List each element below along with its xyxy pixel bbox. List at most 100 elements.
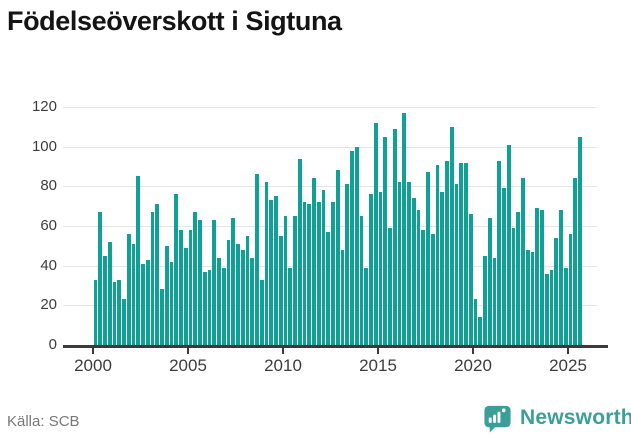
bar-2006q2 [212,220,217,345]
bar-2018q1 [435,164,440,345]
bar-2008q3 [255,174,259,345]
bar-2017q1 [416,210,421,345]
bar-2000q4 [107,241,112,345]
bar-2025q1 [568,233,573,345]
bar-2009q2 [269,200,274,345]
bar-2010q4 [297,158,302,345]
bar-2016q3 [407,182,411,345]
bar-2019q4 [468,214,473,345]
bar-2024q2 [554,237,559,345]
bar-2012q3 [331,202,335,345]
bar-2005q4 [202,271,207,345]
gridline-y-80 [63,186,597,188]
bar-2019q3 [464,162,468,345]
bar-2015q4 [392,128,397,345]
bar-2000q1 [93,279,98,345]
gridline-y-60 [63,226,597,227]
bar-2022q2 [516,212,521,345]
x-axis-label-2000: 2000 [74,356,112,375]
bar-2006q3 [217,257,221,345]
y-axis-tick-label: 0 [48,336,57,353]
bar-2001q1 [112,281,117,345]
bar-2024q3 [559,210,563,345]
bar-2021q3 [502,188,506,345]
bar-2008q1 [245,235,250,345]
gridline-y-100 [63,146,597,148]
x-axis-label-2020: 2020 [454,356,492,375]
bar-2003q2 [155,204,160,345]
y-axis-tick-label: 40 [40,256,57,274]
newsworthy-logo-link[interactable]: Newsworthy [482,402,631,434]
bar-2005q1 [188,229,193,345]
bar-2020q4 [487,218,492,345]
bar-2011q3 [312,178,316,345]
bar-2014q1 [359,216,364,345]
bar-2022q4 [525,249,530,345]
bar-2021q1 [492,257,497,345]
bar-2015q3 [388,227,392,345]
bar-2009q3 [274,196,278,345]
bar-2012q1 [321,190,326,345]
x-axis-label-2005: 2005 [169,356,207,375]
y-axis-tick-label: 60 [40,217,57,234]
bar-2024q4 [563,267,568,345]
bar-2016q4 [411,198,416,345]
bar-2014q3 [369,194,373,345]
bar-2004q2 [174,194,179,345]
bar-2023q2 [535,208,540,345]
bar-2013q2 [345,184,350,345]
bar-2003q3 [160,289,164,345]
bar-2011q4 [316,202,321,345]
bar-2007q3 [236,243,240,345]
bar-2013q4 [354,146,359,345]
x-axis-tick-2005 [187,348,189,354]
x-axis-label-2025: 2025 [549,356,587,375]
gridline-y-120 [63,107,597,108]
y-axis-tick-label: 100 [31,137,57,155]
bar-2018q3 [445,160,449,345]
bar-2007q4 [240,249,245,345]
bar-2025q2 [573,178,578,345]
newsworthy-wordmark: Newsworthy [520,406,631,429]
bar-2011q1 [302,202,307,345]
bar-2013q1 [340,249,345,345]
bar-2004q3 [179,229,183,345]
bar-2022q3 [521,178,525,345]
bar-2020q1 [473,299,478,345]
bar-2023q3 [540,210,544,345]
bar-2010q2 [288,267,293,345]
bar-2004q1 [169,261,174,345]
bar-2015q2 [383,136,388,345]
bar-2008q2 [250,257,255,345]
x-axis-label-2010: 2010 [264,356,302,375]
y-axis-tick-label: 120 [31,98,57,115]
bar-2004q4 [183,247,188,345]
bar-2023q4 [544,273,549,345]
bar-2001q3 [122,299,126,345]
bar-2024q1 [549,269,554,345]
bar-2010q1 [283,216,288,345]
bar-2000q2 [98,212,103,345]
bar-2022q1 [511,227,516,345]
bar-2002q4 [145,259,150,345]
newsworthy-speech-bubble-chart-icon [482,403,513,434]
bar-2007q2 [231,218,236,345]
bar-2006q1 [207,269,212,345]
bar-2023q1 [530,251,535,345]
bar-2012q4 [335,170,340,345]
bar-2020q3 [483,255,487,345]
bar-2009q1 [264,182,269,345]
bar-2000q3 [103,255,107,345]
bar-2001q2 [117,279,122,345]
bar-2018q2 [440,192,445,345]
y-axis-tick-label: 80 [40,177,57,195]
x-axis-tick-2025 [567,348,569,354]
bar-2003q4 [164,245,169,345]
bar-2002q2 [136,176,141,345]
bar-2002q3 [141,263,145,345]
bar-2021q2 [497,160,502,345]
bar-2001q4 [126,233,131,345]
bar-2005q3 [198,220,202,345]
